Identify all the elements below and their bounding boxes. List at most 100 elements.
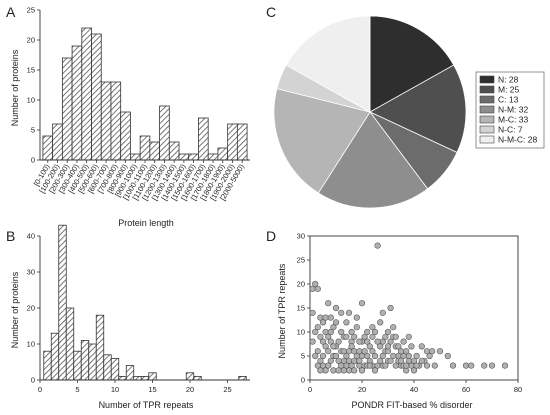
panel-a-y-tick-label: 0 — [31, 156, 35, 165]
panel-d-scatter-chart: 0510152025300 20 40 60 80 PONDR FIT-based % … — [277, 232, 522, 411]
panel-a-bar — [92, 34, 102, 160]
panel-b-x-axis-title: Number of TPR repeats — [99, 400, 194, 410]
scatter-point — [372, 353, 378, 359]
scatter-point — [432, 363, 438, 369]
scatter-point — [502, 363, 508, 369]
scatter-point — [377, 344, 383, 350]
scatter-point — [406, 353, 412, 359]
scatter-point — [401, 339, 407, 345]
panel-b-x-tick-label: 20 — [186, 385, 194, 394]
panel-b-y-axis-title: Number of proteins — [10, 271, 20, 348]
scatter-point — [481, 363, 487, 369]
panel-b-bar-chart: 0 10 20 30 40 0 5 10 15 20 25 Number of TPR repeat… — [10, 225, 250, 410]
scatter-point — [357, 339, 363, 345]
scatter-point — [380, 353, 386, 359]
panel-a-bar — [82, 28, 92, 160]
legend-swatch — [480, 86, 494, 93]
panel-b-bar — [134, 376, 142, 380]
panel-d-x-tick-label: 60 — [462, 385, 470, 394]
panel-b-bar — [44, 351, 52, 380]
legend-swatch — [480, 116, 494, 123]
scatter-point — [341, 348, 347, 354]
panel-a-bar — [237, 124, 247, 160]
panel-b-bars — [44, 225, 247, 380]
legend-swatch — [480, 106, 494, 113]
scatter-point — [377, 320, 383, 326]
scatter-point — [419, 344, 425, 350]
scatter-point — [429, 348, 435, 354]
panel-a-bar — [140, 136, 150, 160]
panel-b-bar — [141, 376, 149, 380]
scatter-point — [403, 363, 409, 369]
panel-a-bar — [62, 58, 72, 160]
panel-d-points — [310, 243, 508, 373]
panel-a-y-tick-label: 25 — [27, 6, 35, 15]
panel-a-bar — [111, 82, 121, 160]
scatter-point — [310, 310, 316, 316]
panel-a-bars — [43, 28, 247, 160]
scatter-point — [362, 348, 368, 354]
panel-b-bar — [59, 225, 67, 380]
panel-a-bar — [189, 154, 199, 160]
legend-label: N: 28 — [498, 75, 519, 85]
legend-swatch — [480, 136, 494, 143]
scatter-point — [424, 363, 430, 369]
scatter-point — [336, 339, 342, 345]
panel-a-y-axis-title: Number of proteins — [10, 49, 20, 126]
panel-d-x-tick-label: 20 — [358, 385, 366, 394]
scatter-point — [409, 344, 415, 350]
scatter-point — [344, 320, 350, 326]
scatter-point — [336, 368, 342, 374]
legend-label: M-C: 33 — [498, 115, 529, 125]
panel-b-x-tick-label: 5 — [75, 385, 79, 394]
panel-b-x-tick-label: 0 — [38, 385, 42, 394]
panel-a-axes: 0510152025[0-100)[100-200)[200-300)[300-… — [27, 6, 250, 203]
scatter-point — [383, 363, 389, 369]
panel-d-y-tick-label: 20 — [297, 280, 305, 289]
panel-b-bar — [89, 344, 97, 380]
panel-a-bar — [179, 154, 189, 160]
scatter-point — [346, 358, 352, 364]
panel-b-y-tick-label: 30 — [27, 268, 35, 277]
scatter-point — [489, 363, 495, 369]
panel-a-bar — [130, 154, 140, 160]
scatter-point — [354, 315, 360, 321]
panel-a-bar — [198, 118, 208, 160]
scatter-point — [323, 315, 329, 321]
scatter-point — [364, 339, 370, 345]
scatter-point — [331, 344, 337, 350]
scatter-point — [349, 329, 355, 335]
scatter-point — [341, 368, 347, 374]
panel-a-bar — [160, 106, 170, 160]
panel-a-bar — [72, 46, 82, 160]
panel-b-bar — [81, 340, 89, 380]
panel-b-y-tick-label: 20 — [27, 304, 35, 313]
panel-d-x-tick-label: 0 — [308, 385, 312, 394]
panel-c-slices — [274, 16, 466, 208]
scatter-point — [419, 358, 425, 364]
scatter-point — [424, 348, 430, 354]
panel-a-bar — [208, 154, 218, 160]
panel-b-y-tick-label: 0 — [31, 376, 35, 385]
scatter-point — [315, 324, 321, 330]
panel-b-bar — [51, 333, 59, 380]
scatter-point — [380, 310, 386, 316]
panel-a-y-tick-label: 10 — [27, 96, 35, 105]
scatter-point — [468, 363, 474, 369]
panel-d-y-tick-label: 10 — [297, 328, 305, 337]
scatter-point — [318, 334, 324, 340]
panel-a-y-tick-label: 5 — [31, 126, 35, 135]
panel-d-y-tick-label: 15 — [297, 304, 305, 313]
scatter-point — [354, 324, 360, 330]
scatter-point — [325, 348, 331, 354]
scatter-point — [344, 334, 350, 340]
scatter-point — [320, 353, 326, 359]
panel-a-bar — [218, 148, 228, 160]
panel-d-y-tick-label: 25 — [297, 256, 305, 265]
panel-a-bar — [169, 142, 179, 160]
scatter-point — [388, 305, 394, 311]
panel-label-c: C — [266, 4, 276, 20]
panel-d-x-tick-label: 40 — [410, 385, 418, 394]
scatter-point — [357, 358, 363, 364]
